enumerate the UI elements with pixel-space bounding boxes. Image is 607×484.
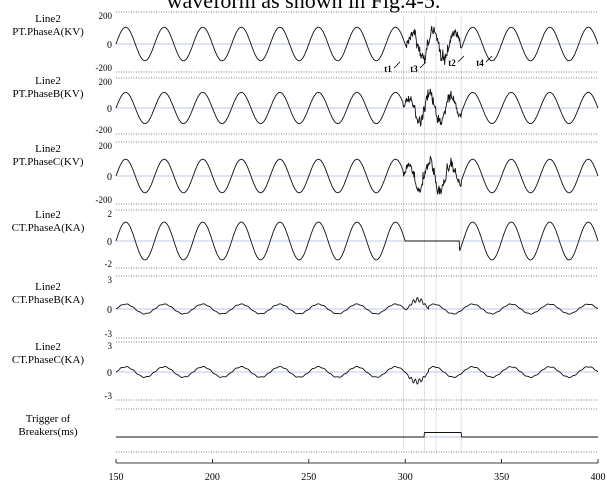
channel-label: Line2 — [35, 75, 61, 87]
y-tick-label: 200 — [99, 11, 113, 21]
y-tick-label: -2 — [105, 259, 113, 269]
y-tick-label: 0 — [107, 40, 112, 51]
waveform-series — [116, 432, 598, 438]
x-tick-label: 400 — [591, 472, 606, 483]
event-marker-arrow — [457, 55, 465, 63]
x-tick-label: 350 — [494, 472, 509, 483]
figure-caption: waveform as shown in Fig.4-5. — [166, 0, 441, 13]
waveform-series — [115, 296, 599, 315]
waveform-series — [115, 365, 599, 385]
x-tick-label: 200 — [205, 472, 220, 483]
channel-label: CT.PhaseC(KA) — [12, 354, 85, 366]
event-marker-label: t2 — [448, 58, 456, 68]
waveform-series — [115, 155, 599, 195]
y-tick-label: -3 — [105, 391, 113, 401]
y-tick-label: -3 — [105, 329, 113, 339]
channel-label: Line2 — [35, 209, 61, 221]
x-tick-label: 150 — [109, 472, 124, 483]
channel-label: Line2 — [35, 341, 61, 353]
y-tick-label: -200 — [96, 63, 113, 73]
event-marker-arrow — [485, 55, 493, 63]
event-marker-label: t3 — [410, 64, 418, 74]
y-tick-label: 3 — [108, 275, 113, 285]
y-tick-label: 0 — [107, 172, 112, 183]
x-tick-label: 300 — [398, 472, 413, 483]
channel-label: Line2 — [35, 143, 61, 155]
event-marker-label: t4 — [476, 58, 484, 68]
y-tick-label: 0 — [107, 305, 112, 316]
y-tick-label: 200 — [99, 77, 113, 87]
event-marker-label: t1 — [384, 64, 392, 74]
event-marker-arrow — [393, 61, 401, 69]
event-marker-arrow — [419, 61, 427, 69]
waveform-series — [115, 88, 599, 127]
channel-label: Breakers(ms) — [18, 426, 78, 438]
x-tick-label: 250 — [301, 472, 316, 483]
channel-label: PT.PhaseC(KV) — [13, 156, 84, 168]
channel-label: Line2 — [35, 13, 61, 25]
y-tick-label: 3 — [108, 341, 113, 351]
channel-label: PT.PhaseB(KV) — [13, 88, 84, 100]
y-tick-label: 2 — [108, 209, 113, 219]
channel-label: CT.PhaseB(KA) — [12, 294, 85, 306]
y-tick-label: 0 — [107, 237, 112, 248]
channel-label: PT.PhaseA(KV) — [12, 26, 84, 38]
channel-label: CT.PhaseA(KA) — [12, 222, 85, 234]
channel-label: Trigger of — [26, 413, 71, 425]
y-tick-label: -200 — [96, 195, 113, 205]
channel-label: Line2 — [35, 281, 61, 293]
y-tick-label: 200 — [99, 141, 113, 151]
y-tick-label: 0 — [107, 368, 112, 379]
y-tick-label: 0 — [107, 104, 112, 115]
y-tick-label: -200 — [96, 125, 113, 135]
waveform-series — [115, 25, 599, 65]
waveform-series — [115, 221, 599, 261]
